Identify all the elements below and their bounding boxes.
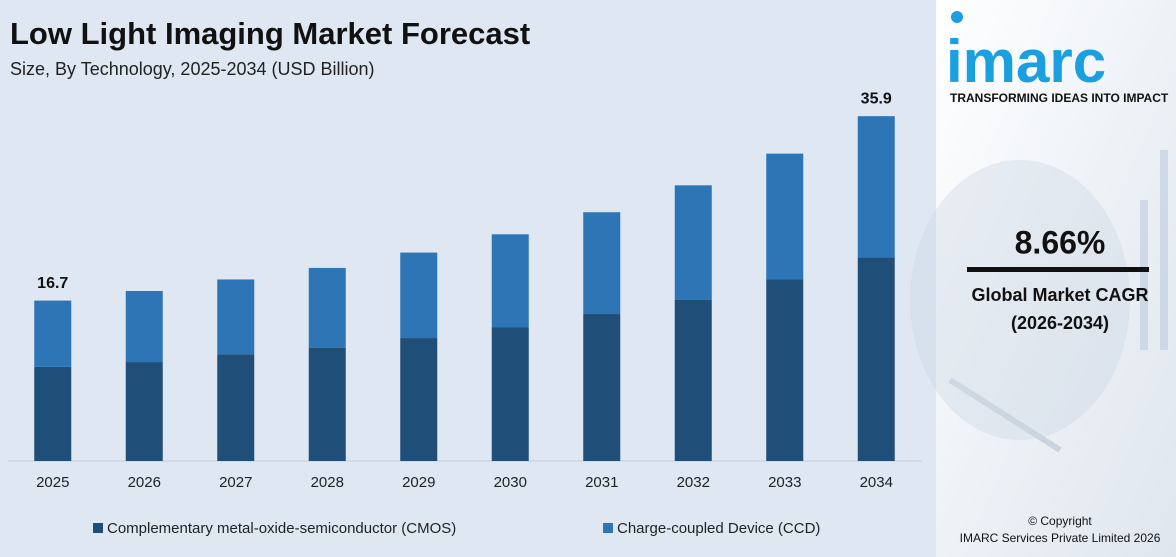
bar-segment (583, 212, 621, 315)
x-tick-label: 2034 (860, 474, 893, 491)
legend-swatch (603, 523, 613, 533)
logo-dot (951, 11, 963, 23)
bar-segment (766, 153, 804, 280)
legend-swatch (93, 523, 103, 533)
sidebar-bg (936, 0, 1176, 557)
bar-segment (491, 234, 529, 328)
cagr-period: (2026-2034) (1011, 313, 1109, 333)
bar-segment (400, 252, 438, 339)
total-label: 35.9 (861, 90, 892, 107)
bar-segment (766, 279, 804, 461)
cagr-label: Global Market CAGR (971, 285, 1148, 305)
bar-segment (217, 354, 255, 461)
chart-title: Low Light Imaging Market Forecast (10, 16, 530, 51)
x-tick-label: 2025 (36, 474, 69, 491)
bar-segment (857, 116, 895, 258)
sidebar-decor (910, 150, 1168, 453)
bar-segment (400, 338, 438, 461)
x-tick-label: 2033 (768, 474, 801, 491)
x-tick-label: 2027 (219, 474, 252, 491)
total-label: 16.7 (37, 275, 68, 292)
x-tick-label: 2031 (585, 474, 618, 491)
logo: imarc (946, 28, 1106, 95)
bar-segment (491, 327, 529, 461)
copyright: © Copyright (1028, 514, 1092, 528)
bar-segment (217, 279, 255, 355)
bar-segment (125, 290, 163, 363)
bar-segment (34, 366, 72, 461)
x-tick-label: 2032 (677, 474, 710, 491)
bar-segment (857, 257, 895, 461)
bar-segment (308, 347, 346, 461)
x-tick-label: 2029 (402, 474, 435, 491)
bar-segment (674, 299, 712, 461)
legend-label: Complementary metal-oxide-semiconductor … (107, 520, 456, 537)
chart-subtitle: Size, By Technology, 2025-2034 (USD Bill… (10, 59, 375, 79)
bar-segment (125, 362, 163, 461)
bar-segment (308, 267, 346, 348)
bar-segment (674, 185, 712, 300)
x-tick-label: 2028 (311, 474, 344, 491)
cagr-rule (967, 267, 1149, 272)
bar-segment (34, 300, 72, 367)
bar-segment (583, 314, 621, 461)
tagline: TRANSFORMING IDEAS INTO IMPACT (950, 91, 1169, 105)
x-tick-label: 2030 (494, 474, 527, 491)
cagr-value: 8.66% (1015, 224, 1106, 260)
legend-label: Charge-coupled Device (CCD) (617, 520, 820, 537)
x-tick-label: 2026 (128, 474, 161, 491)
company: IMARC Services Private Limited 2026 (960, 531, 1161, 545)
